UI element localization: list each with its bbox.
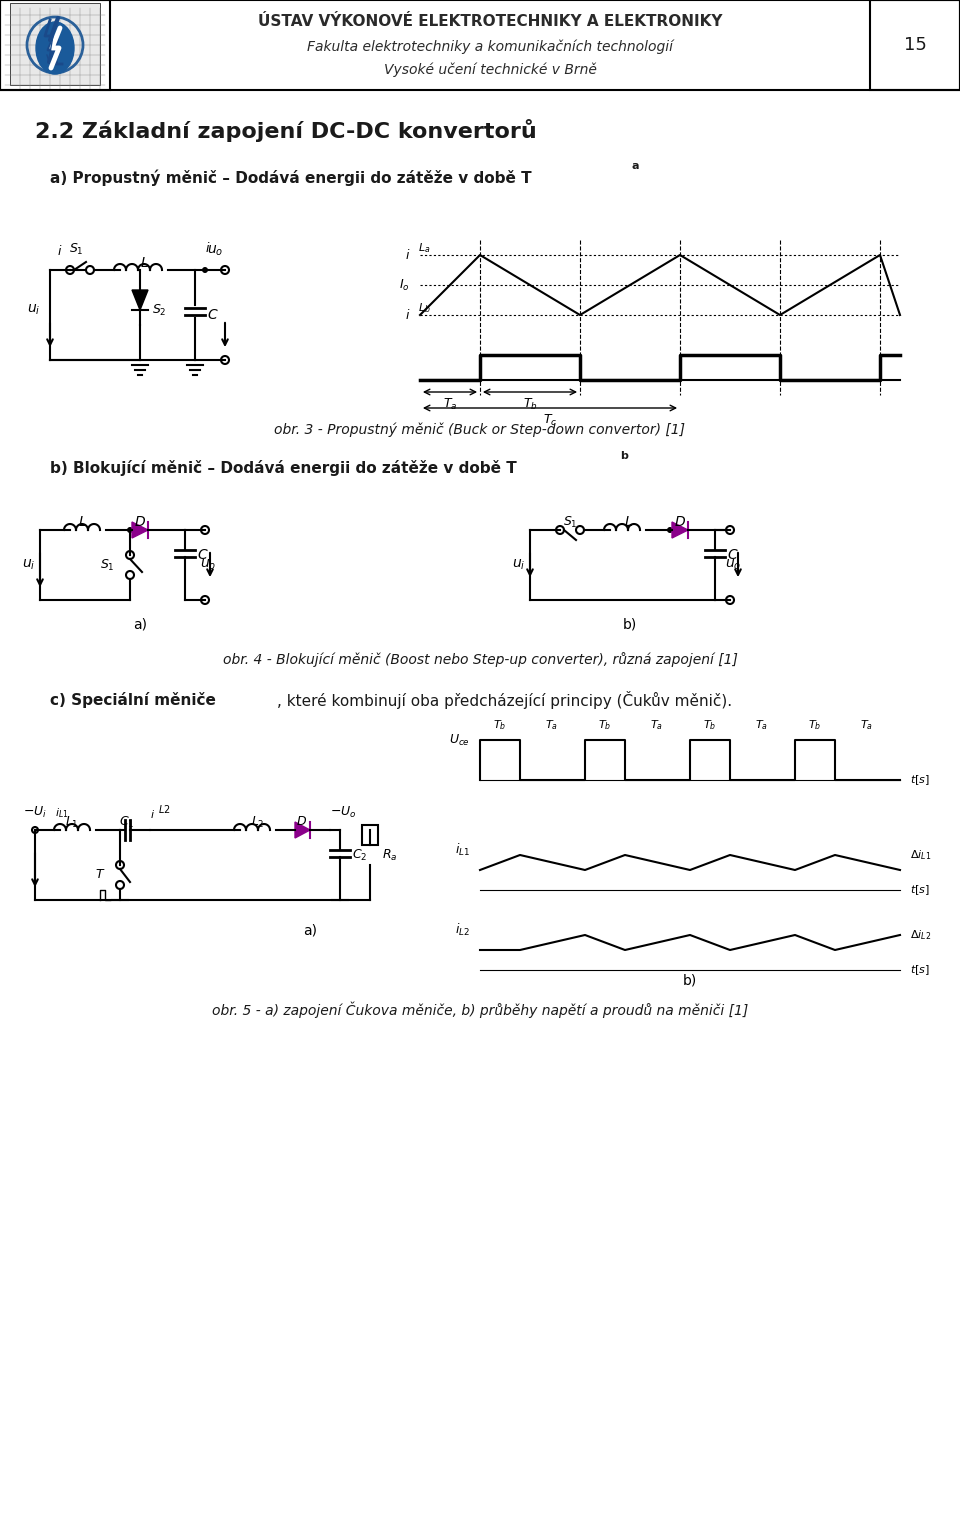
Text: $S_1$: $S_1$ [563, 515, 577, 531]
Text: $T_a$: $T_a$ [651, 718, 663, 732]
Text: $u_i$: $u_i$ [512, 558, 525, 572]
Text: b) Blokující měnič – Dodává energii do zátěže v době T: b) Blokující měnič – Dodává energii do z… [50, 460, 516, 476]
Text: $T_b$: $T_b$ [493, 718, 507, 732]
Text: $S_1$: $S_1$ [101, 557, 115, 572]
Text: 15: 15 [903, 35, 926, 54]
Text: $T_b$: $T_b$ [598, 718, 612, 732]
Polygon shape [132, 522, 148, 538]
Text: $T$: $T$ [94, 868, 105, 882]
Text: $S_1$: $S_1$ [69, 242, 84, 258]
Text: $R_a$: $R_a$ [382, 847, 397, 862]
Text: $\Delta i_{L1}$: $\Delta i_{L1}$ [910, 848, 931, 862]
Text: $C$: $C$ [197, 548, 208, 561]
Text: , které kombinují oba předcházející principy (Čukův měnič).: , které kombinují oba předcházející prin… [277, 690, 732, 709]
Text: $i_{L2}$: $i_{L2}$ [455, 922, 470, 939]
Text: $i$: $i$ [205, 241, 210, 255]
Text: $L_b$: $L_b$ [418, 301, 431, 314]
Circle shape [667, 528, 673, 532]
Text: $t[s]$: $t[s]$ [910, 963, 930, 977]
Text: Fakulta elektrotechniky a komunikačních technologií: Fakulta elektrotechniky a komunikačních … [307, 40, 673, 54]
Text: $i$: $i$ [150, 808, 155, 821]
Text: $T_b$: $T_b$ [808, 718, 822, 732]
Text: $u_o$: $u_o$ [725, 558, 741, 572]
Text: $i_{L1}$: $i_{L1}$ [455, 842, 470, 858]
Text: $i$: $i$ [404, 308, 410, 322]
Text: $I_o$: $I_o$ [399, 278, 410, 293]
Polygon shape [672, 522, 688, 538]
Text: $\Delta i_{L2}$: $\Delta i_{L2}$ [910, 928, 931, 942]
Text: $t[s]$: $t[s]$ [910, 773, 930, 787]
Text: Vysoké učení technické v Brně: Vysoké učení technické v Brně [384, 63, 596, 77]
Text: $L_2$: $L_2$ [252, 815, 265, 830]
Text: $C$: $C$ [727, 548, 738, 561]
Text: $i_{L1}$: $i_{L1}$ [55, 807, 69, 821]
Text: $L$: $L$ [139, 256, 149, 270]
Bar [10, 3, 100, 84]
Text: b: b [620, 451, 628, 462]
Text: obr. 5 - a) zapojení Čukova měniče, b) průběhy napětí a proudů na měniči [1]: obr. 5 - a) zapojení Čukova měniče, b) p… [212, 1002, 748, 1019]
Text: c) Speciální měniče: c) Speciální měniče [50, 692, 216, 709]
Text: $T_c$: $T_c$ [542, 413, 557, 428]
Text: $T_a$: $T_a$ [443, 397, 457, 413]
Text: a): a) [303, 923, 317, 937]
Text: $T_b$: $T_b$ [704, 718, 717, 732]
Text: $-U_i$: $-U_i$ [23, 805, 47, 821]
Text: $u_o$: $u_o$ [206, 244, 223, 258]
Text: $i$: $i$ [58, 244, 62, 258]
Polygon shape [295, 822, 310, 838]
Text: b): b) [683, 973, 697, 986]
Text: $T_a$: $T_a$ [545, 718, 559, 732]
Text: $C$: $C$ [207, 308, 219, 322]
Text: $T_a$: $T_a$ [860, 718, 874, 732]
Text: $L_a$: $L_a$ [418, 241, 430, 255]
Text: $u_i$: $u_i$ [27, 302, 40, 318]
Text: $U_{ce}$: $U_{ce}$ [449, 732, 470, 747]
Text: $D$: $D$ [134, 515, 146, 529]
Text: $L$: $L$ [624, 515, 633, 529]
Bar [870, 0, 960, 91]
Text: $L2$: $L2$ [158, 802, 171, 815]
Circle shape [127, 528, 133, 532]
Text: a): a) [133, 618, 147, 632]
Text: $i$: $i$ [404, 249, 410, 262]
Text: a) Propustný měnič – Dodává energii do zátěže v době T: a) Propustný měnič – Dodává energii do z… [50, 170, 532, 186]
Polygon shape [132, 290, 148, 310]
Text: $u_o$: $u_o$ [200, 558, 216, 572]
Text: b): b) [623, 618, 637, 632]
Text: 2.2 Základní zapojení DC-DC konvertorů: 2.2 Základní zapojení DC-DC konvertorů [35, 118, 537, 141]
Text: a: a [632, 161, 639, 170]
Bar [0, 0, 960, 91]
Text: $S_2$: $S_2$ [152, 302, 166, 318]
Bar [362, 825, 378, 845]
Bar [0, 0, 110, 91]
Circle shape [202, 267, 208, 273]
Text: $D$: $D$ [674, 515, 686, 529]
Text: $L$: $L$ [78, 515, 86, 529]
Text: $-U_o$: $-U_o$ [330, 805, 356, 821]
Text: $C_1$: $C_1$ [119, 815, 134, 830]
Ellipse shape [36, 21, 74, 74]
Text: ÚSTAV VÝKONOVÉ ELEKTROTECHNIKY A ELEKTRONIKY: ÚSTAV VÝKONOVÉ ELEKTROTECHNIKY A ELEKTRO… [257, 14, 722, 29]
Text: $T_a$: $T_a$ [756, 718, 769, 732]
Text: $C_2$: $C_2$ [352, 847, 368, 862]
Text: $t[s]$: $t[s]$ [910, 884, 930, 897]
Text: $L_1$: $L_1$ [65, 815, 79, 830]
Text: obr. 4 - Blokující měnič (Boost nebo Step-up converter), různá zapojení [1]: obr. 4 - Blokující měnič (Boost nebo Ste… [223, 652, 737, 667]
Text: $T_b$: $T_b$ [522, 397, 538, 413]
Text: $u_i$: $u_i$ [21, 558, 35, 572]
Text: obr. 3 - Propustný měnič (Buck or Step-down convertor) [1]: obr. 3 - Propustný měnič (Buck or Step-d… [275, 423, 685, 437]
Text: $D$: $D$ [297, 815, 307, 828]
